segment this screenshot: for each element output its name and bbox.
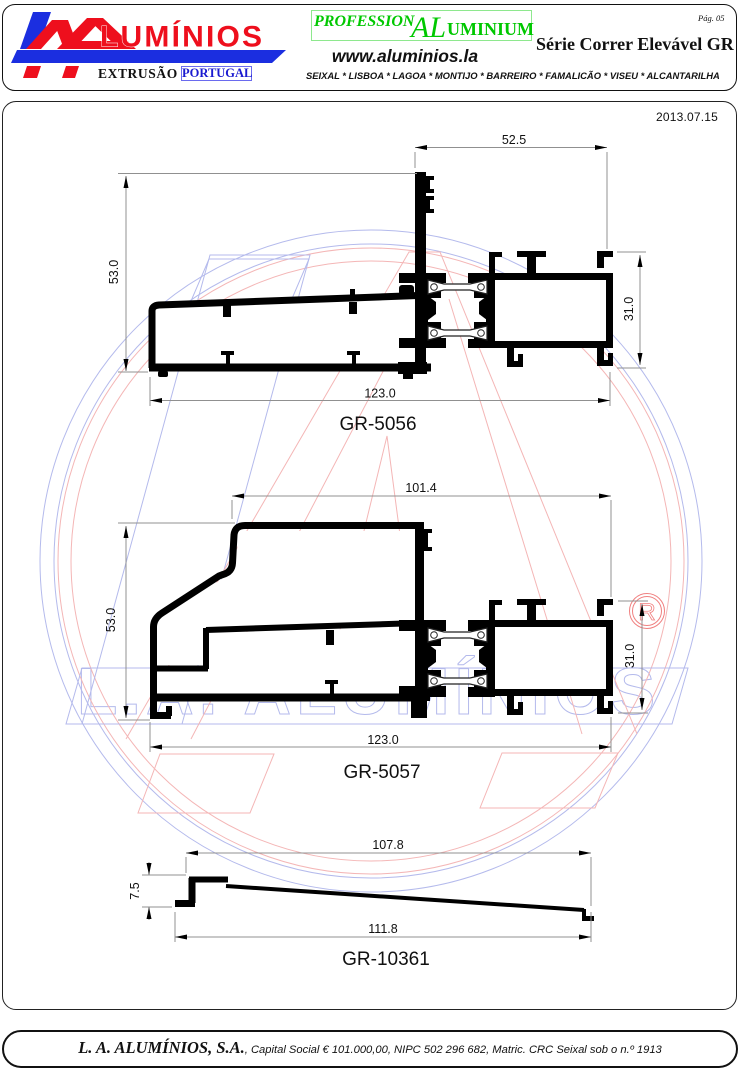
svg-text:52.5: 52.5	[502, 133, 526, 147]
svg-text:123.0: 123.0	[367, 733, 398, 747]
svg-text:53.0: 53.0	[107, 260, 121, 284]
svg-text:123.0: 123.0	[364, 387, 395, 401]
svg-text:101.4: 101.4	[405, 481, 436, 495]
svg-text:7.5: 7.5	[128, 882, 142, 899]
svg-text:53.0: 53.0	[104, 608, 118, 632]
svg-text:31.0: 31.0	[622, 297, 636, 321]
svg-text:107.8: 107.8	[372, 838, 403, 852]
svg-text:GR-5056: GR-5056	[339, 414, 416, 435]
svg-text:GR-5057: GR-5057	[343, 762, 420, 783]
svg-text:LUMÍNIOS: LUMÍNIOS	[100, 20, 264, 54]
svg-text:111.8: 111.8	[368, 922, 397, 936]
svg-text:GR-10361: GR-10361	[342, 949, 430, 970]
svg-text:31.0: 31.0	[623, 644, 637, 668]
